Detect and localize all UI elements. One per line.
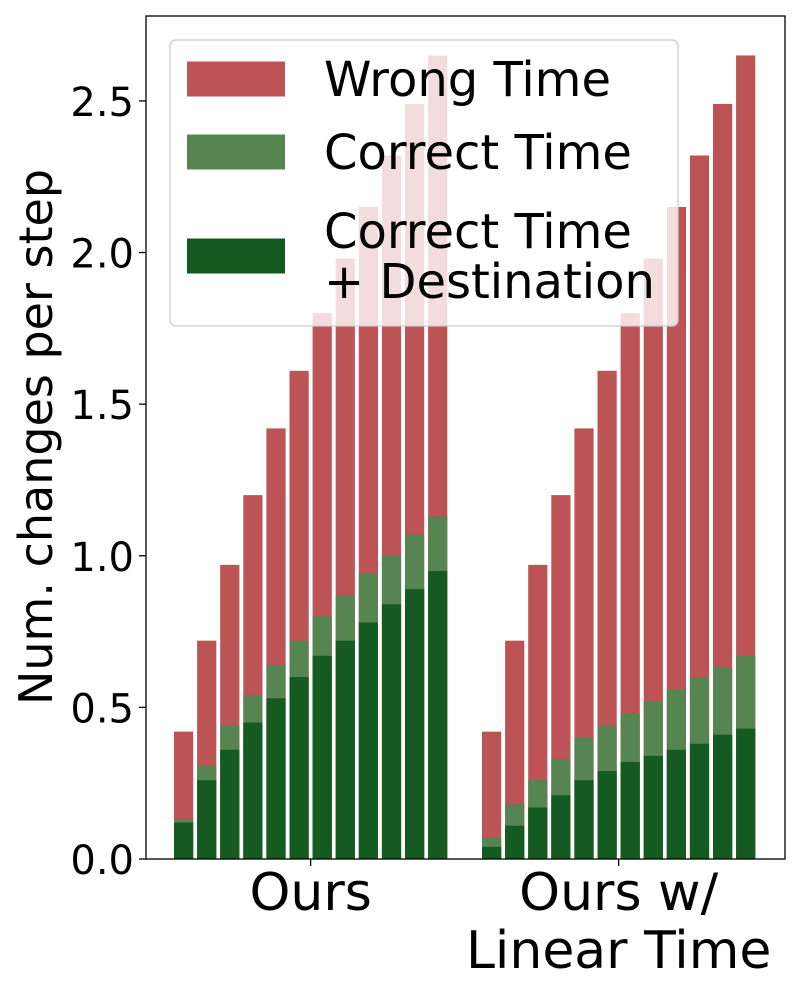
legend-swatch-correct — [187, 134, 285, 170]
bar-dest-g2-5 — [574, 780, 594, 859]
bar-dest-g2-8 — [643, 755, 663, 859]
bar-dest-g2-7 — [620, 761, 640, 859]
x-group-label: Ours — [249, 863, 371, 923]
bar-dest-g1-3 — [220, 749, 240, 859]
bar-wrong-g2-1 — [482, 731, 502, 859]
bar-dest-g1-10 — [381, 604, 402, 859]
y-tick-label: 1.0 — [70, 535, 134, 581]
bar-dest-g1-6 — [289, 677, 309, 859]
bar-dest-g2-12 — [736, 728, 756, 859]
legend-label-wrong: Wrong Time — [324, 52, 611, 108]
bar-dest-g1-9 — [358, 622, 378, 859]
y-tick-label: 0.0 — [70, 838, 134, 884]
axes-layer — [145, 15, 786, 860]
y-axis-ticks: 0.0 0.5 1.0 1.5 2.0 2.5 — [70, 80, 146, 884]
bar-dest-g1-8 — [335, 640, 355, 859]
bar-dest-g2-11 — [713, 734, 733, 859]
y-tick-label: 2.0 — [70, 232, 134, 278]
bar-dest-g1-2 — [197, 780, 217, 859]
y-tick-label: 1.5 — [70, 383, 134, 429]
bar-dest-g1-1 — [174, 822, 194, 859]
bar-dest-g2-2 — [505, 825, 525, 859]
y-axis-label: Num. changes per step — [9, 169, 63, 705]
plot-frame — [145, 15, 786, 860]
bar-dest-g2-10 — [689, 743, 710, 859]
bar-dest-g2-4 — [551, 795, 571, 859]
x-group-label: Linear Time — [466, 921, 771, 981]
y-tick-label: 0.5 — [70, 686, 134, 732]
bar-dest-g2-9 — [666, 749, 686, 859]
legend-label-dest: + Destination — [324, 254, 655, 310]
bar-dest-g2-3 — [528, 807, 548, 859]
legend-swatch-wrong — [187, 61, 285, 97]
bar-dest-g2-1 — [482, 846, 502, 859]
bar-dest-g1-11 — [405, 589, 425, 859]
legend-swatch-dest — [187, 238, 285, 274]
bar-dest-g1-5 — [266, 698, 286, 859]
bar-wrong-g2-2 — [505, 640, 525, 859]
bar-dest-g1-4 — [243, 722, 263, 859]
legend-label-dest: Correct Time — [324, 204, 632, 260]
x-axis-ticks: Ours Ours w/Linear Time — [249, 859, 771, 981]
x-group-label: Ours w/ — [519, 863, 718, 923]
legend-box — [169, 39, 679, 327]
bar-dest-g2-6 — [597, 771, 617, 859]
bar-dest-g1-12 — [428, 570, 448, 859]
bar-dest-g1-7 — [312, 655, 332, 859]
legend-label-correct: Correct Time — [324, 125, 632, 181]
y-tick-label: 2.5 — [70, 80, 134, 126]
